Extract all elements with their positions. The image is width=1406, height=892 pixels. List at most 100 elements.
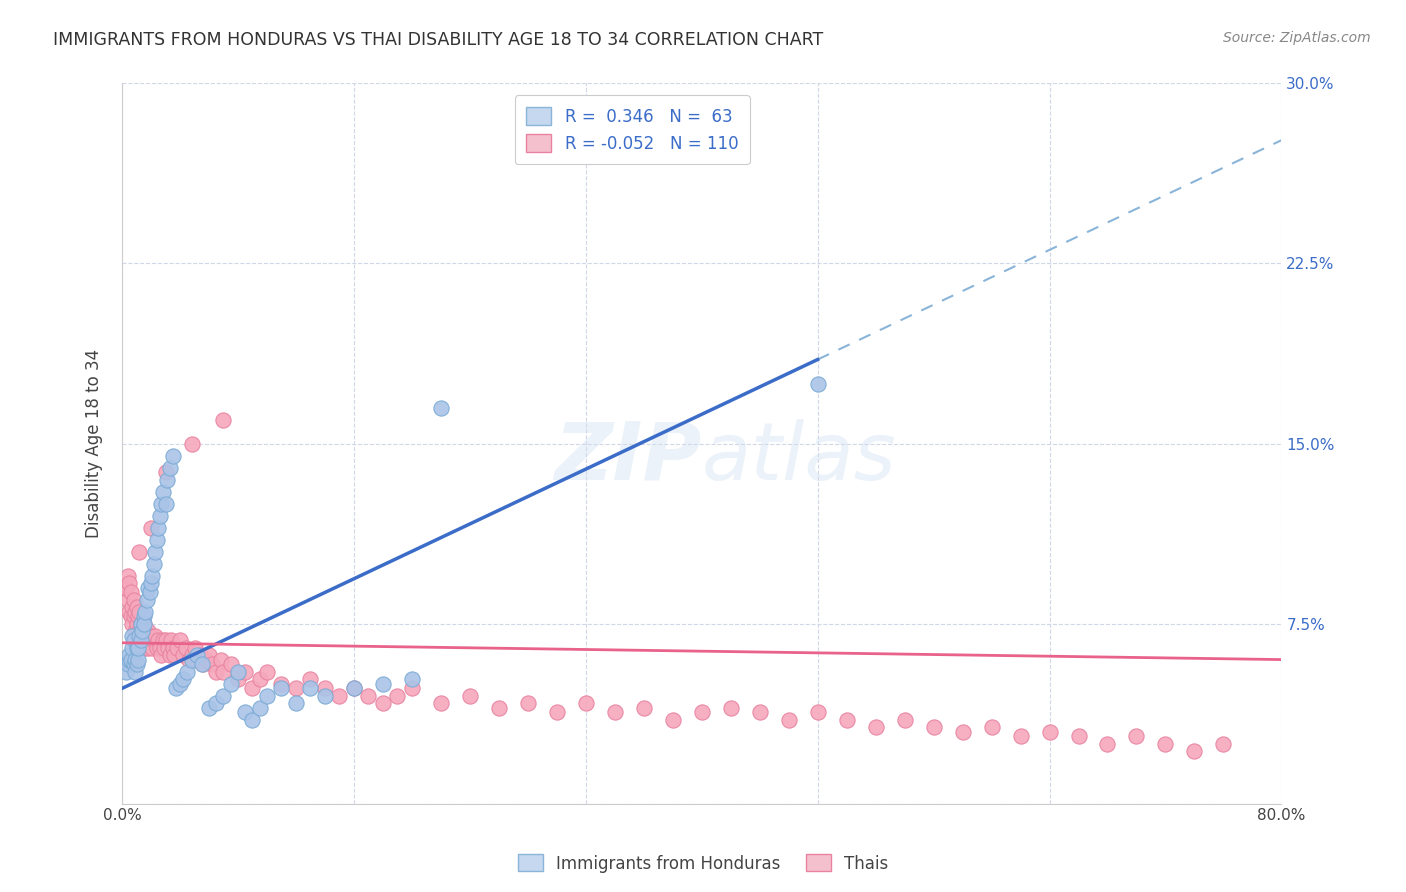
- Point: [153, 640, 176, 655]
- Point: [174, 640, 197, 655]
- Point: [117, 592, 139, 607]
- Point: [180, 648, 202, 662]
- Point: [136, 581, 159, 595]
- Point: [138, 633, 160, 648]
- Point: [122, 592, 145, 607]
- Point: [117, 657, 139, 672]
- Point: [169, 633, 191, 648]
- Point: [135, 592, 157, 607]
- Point: [125, 657, 148, 672]
- Point: [209, 652, 232, 666]
- Point: [835, 713, 858, 727]
- Point: [183, 640, 205, 655]
- Point: [603, 706, 626, 720]
- Text: IMMIGRANTS FROM HONDURAS VS THAI DISABILITY AGE 18 TO 34 CORRELATION CHART: IMMIGRANTS FROM HONDURAS VS THAI DISABIL…: [53, 31, 824, 49]
- Point: [401, 672, 423, 686]
- Point: [132, 616, 155, 631]
- Point: [128, 629, 150, 643]
- Point: [516, 696, 538, 710]
- Point: [148, 633, 170, 648]
- Point: [249, 700, 271, 714]
- Point: [242, 713, 264, 727]
- Point: [233, 665, 256, 679]
- Point: [124, 652, 146, 666]
- Point: [212, 689, 235, 703]
- Point: [748, 706, 770, 720]
- Point: [633, 700, 655, 714]
- Point: [270, 681, 292, 696]
- Point: [807, 376, 830, 391]
- Point: [150, 497, 173, 511]
- Point: [134, 605, 156, 619]
- Point: [980, 720, 1002, 734]
- Point: [139, 629, 162, 643]
- Point: [121, 616, 143, 631]
- Point: [145, 629, 167, 643]
- Point: [190, 657, 212, 672]
- Point: [169, 676, 191, 690]
- Point: [122, 633, 145, 648]
- Point: [135, 633, 157, 648]
- Point: [141, 640, 163, 655]
- Text: atlas: atlas: [702, 419, 897, 497]
- Point: [180, 652, 202, 666]
- Point: [149, 640, 172, 655]
- Point: [138, 585, 160, 599]
- Point: [125, 616, 148, 631]
- Point: [124, 605, 146, 619]
- Point: [118, 605, 141, 619]
- Point: [159, 460, 181, 475]
- Point: [121, 640, 143, 655]
- Point: [157, 640, 180, 655]
- Point: [145, 544, 167, 558]
- Point: [1067, 730, 1090, 744]
- Point: [401, 681, 423, 696]
- Point: [139, 520, 162, 534]
- Point: [129, 616, 152, 631]
- Point: [120, 609, 142, 624]
- Point: [284, 696, 307, 710]
- Point: [156, 473, 179, 487]
- Point: [132, 609, 155, 624]
- Point: [1212, 737, 1234, 751]
- Point: [146, 640, 169, 655]
- Point: [270, 676, 292, 690]
- Point: [132, 616, 155, 631]
- Point: [226, 665, 249, 679]
- Point: [150, 648, 173, 662]
- Point: [115, 665, 138, 679]
- Point: [131, 624, 153, 638]
- Point: [1184, 744, 1206, 758]
- Point: [129, 633, 152, 648]
- Point: [314, 681, 336, 696]
- Point: [1154, 737, 1177, 751]
- Point: [176, 665, 198, 679]
- Point: [121, 629, 143, 643]
- Point: [299, 672, 322, 686]
- Point: [186, 652, 208, 666]
- Point: [159, 648, 181, 662]
- Text: ZIP: ZIP: [554, 419, 702, 497]
- Point: [124, 624, 146, 638]
- Point: [865, 720, 887, 734]
- Point: [893, 713, 915, 727]
- Point: [128, 624, 150, 638]
- Point: [807, 706, 830, 720]
- Point: [129, 633, 152, 648]
- Point: [115, 581, 138, 595]
- Point: [690, 706, 713, 720]
- Point: [149, 508, 172, 523]
- Y-axis label: Disability Age 18 to 34: Disability Age 18 to 34: [86, 349, 103, 538]
- Point: [134, 629, 156, 643]
- Point: [118, 652, 141, 666]
- Point: [284, 681, 307, 696]
- Point: [357, 689, 380, 703]
- Point: [249, 672, 271, 686]
- Point: [125, 599, 148, 614]
- Point: [219, 676, 242, 690]
- Point: [177, 652, 200, 666]
- Point: [172, 672, 194, 686]
- Point: [165, 681, 187, 696]
- Point: [198, 700, 221, 714]
- Point: [242, 681, 264, 696]
